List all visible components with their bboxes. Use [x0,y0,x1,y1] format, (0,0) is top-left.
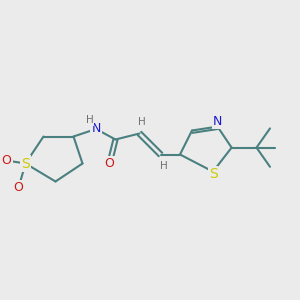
Text: S: S [208,167,217,181]
Text: S: S [21,157,30,170]
Text: O: O [2,154,11,167]
Text: O: O [14,181,23,194]
Text: H: H [138,117,146,127]
Text: N: N [213,115,222,128]
Text: O: O [105,157,114,170]
Text: H: H [160,161,168,171]
Text: N: N [91,122,101,136]
Text: H: H [85,115,93,125]
